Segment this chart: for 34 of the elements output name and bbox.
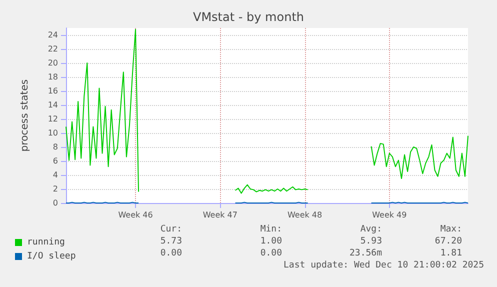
y-tick-label: 10: [48, 128, 58, 138]
text: 0.00: [260, 248, 282, 258]
y-tick-label: 20: [48, 58, 58, 68]
text: 67.20: [434, 236, 462, 246]
y-tick-label: 0: [52, 198, 58, 208]
text: Min:: [260, 224, 282, 234]
y-tick-label: 12: [48, 114, 58, 124]
y-tick-label: 6: [52, 156, 58, 166]
x-tick-label: Week 46: [118, 210, 153, 220]
text: Last update: Wed Dec 10 21:00:02 2025: [284, 260, 484, 270]
text: 23.56m: [349, 248, 382, 258]
x-tick-label: Week 47: [202, 210, 238, 220]
y-tick-label: 14: [48, 100, 58, 110]
text: 1.00: [260, 236, 282, 246]
legend-label: I/O sleep: [27, 252, 76, 262]
text: 0.00: [160, 248, 182, 258]
text: Avg:: [360, 224, 382, 234]
y-tick-label: 22: [48, 44, 58, 54]
text: 5.73: [160, 236, 182, 246]
y-tick-label: 4: [52, 170, 58, 180]
legend-label: running: [27, 238, 65, 248]
y-tick-label: 16: [48, 86, 58, 96]
y-axis-title: process states: [20, 79, 30, 152]
y-tick-label: 24: [48, 30, 58, 40]
chart-title: VMstat - by month: [192, 10, 304, 24]
text: Max:: [440, 224, 462, 234]
text: 1.81: [440, 248, 462, 258]
x-tick-label: Week 48: [287, 210, 322, 220]
x-tick-label: Week 49: [372, 210, 407, 220]
y-tick-label: 8: [52, 142, 58, 152]
y-tick-label: 2: [52, 184, 58, 194]
text: Cur:: [160, 224, 182, 234]
text: 5.93: [360, 236, 382, 246]
y-tick-label: 18: [48, 72, 58, 82]
